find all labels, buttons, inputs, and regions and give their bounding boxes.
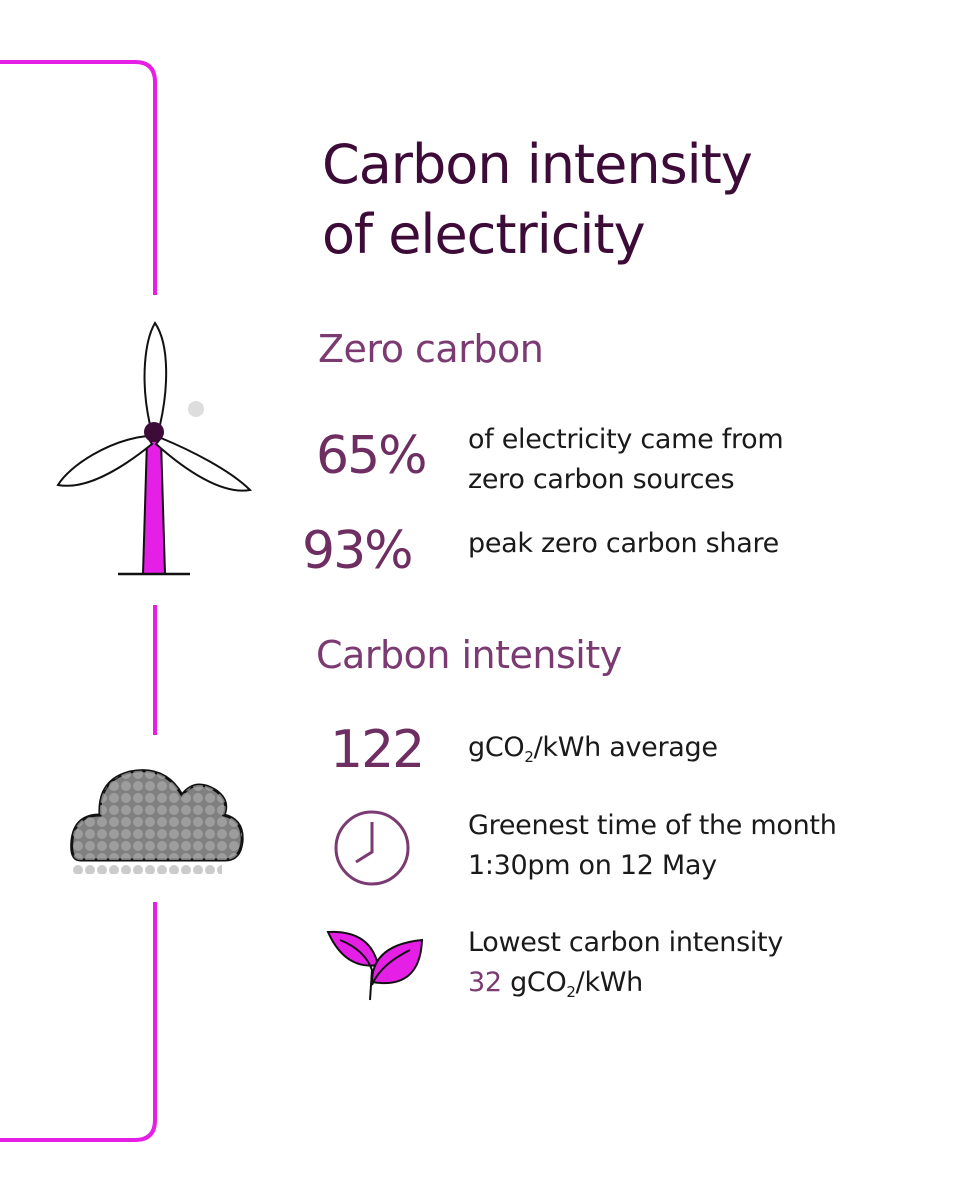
stem — [371, 949, 411, 986]
unit: gCO — [510, 967, 567, 998]
blade — [56, 434, 154, 487]
frame-top — [0, 60, 157, 295]
stat-value: 122 — [330, 720, 425, 780]
cloud-dots — [71, 770, 243, 860]
unit: /kWh — [575, 967, 644, 998]
section-heading: Carbon intensity — [316, 633, 622, 677]
clock-face — [334, 810, 410, 886]
value: 32 — [468, 967, 502, 998]
cloud-icon — [70, 769, 244, 874]
stat-text: peak zero carbon share — [468, 528, 779, 559]
wind-turbine-icon — [56, 321, 253, 576]
blade — [143, 321, 168, 426]
title-line: Carbon intensity — [322, 133, 753, 196]
tower — [141, 439, 167, 575]
clock-icon — [334, 810, 410, 886]
stat-value: 65% — [316, 426, 428, 486]
hub — [144, 422, 164, 442]
leaf — [326, 930, 380, 967]
section-heading: Zero carbon — [318, 327, 544, 371]
stat-text: Lowest carbon intensity — [468, 927, 784, 958]
stat-text: of electricity came from — [468, 424, 784, 455]
unit: gCO — [468, 732, 525, 763]
unit-subscript: 2 — [566, 983, 576, 1001]
unit: /kWh average — [533, 732, 718, 763]
leaf — [370, 938, 424, 985]
leaf-icon — [326, 930, 424, 1001]
dot — [188, 401, 204, 417]
stem — [339, 939, 374, 1001]
frame-bottom — [0, 902, 157, 1142]
stat-text: 1:30pm on 12 May — [468, 850, 717, 881]
stat-text: zero carbon sources — [468, 464, 735, 495]
stat-text: Greenest time of the month — [468, 810, 837, 841]
cloud-shadow — [72, 864, 222, 874]
unit-subscript: 2 — [524, 748, 534, 766]
frame — [0, 60, 157, 1142]
blade — [154, 436, 253, 492]
title-line: of electricity — [322, 203, 646, 266]
stat-text: 32 gCO2/kWh — [468, 967, 644, 1000]
stat-text: gCO2/kWh average — [468, 732, 718, 765]
clock-hands — [355, 822, 374, 864]
stat-value: 93% — [302, 521, 414, 581]
